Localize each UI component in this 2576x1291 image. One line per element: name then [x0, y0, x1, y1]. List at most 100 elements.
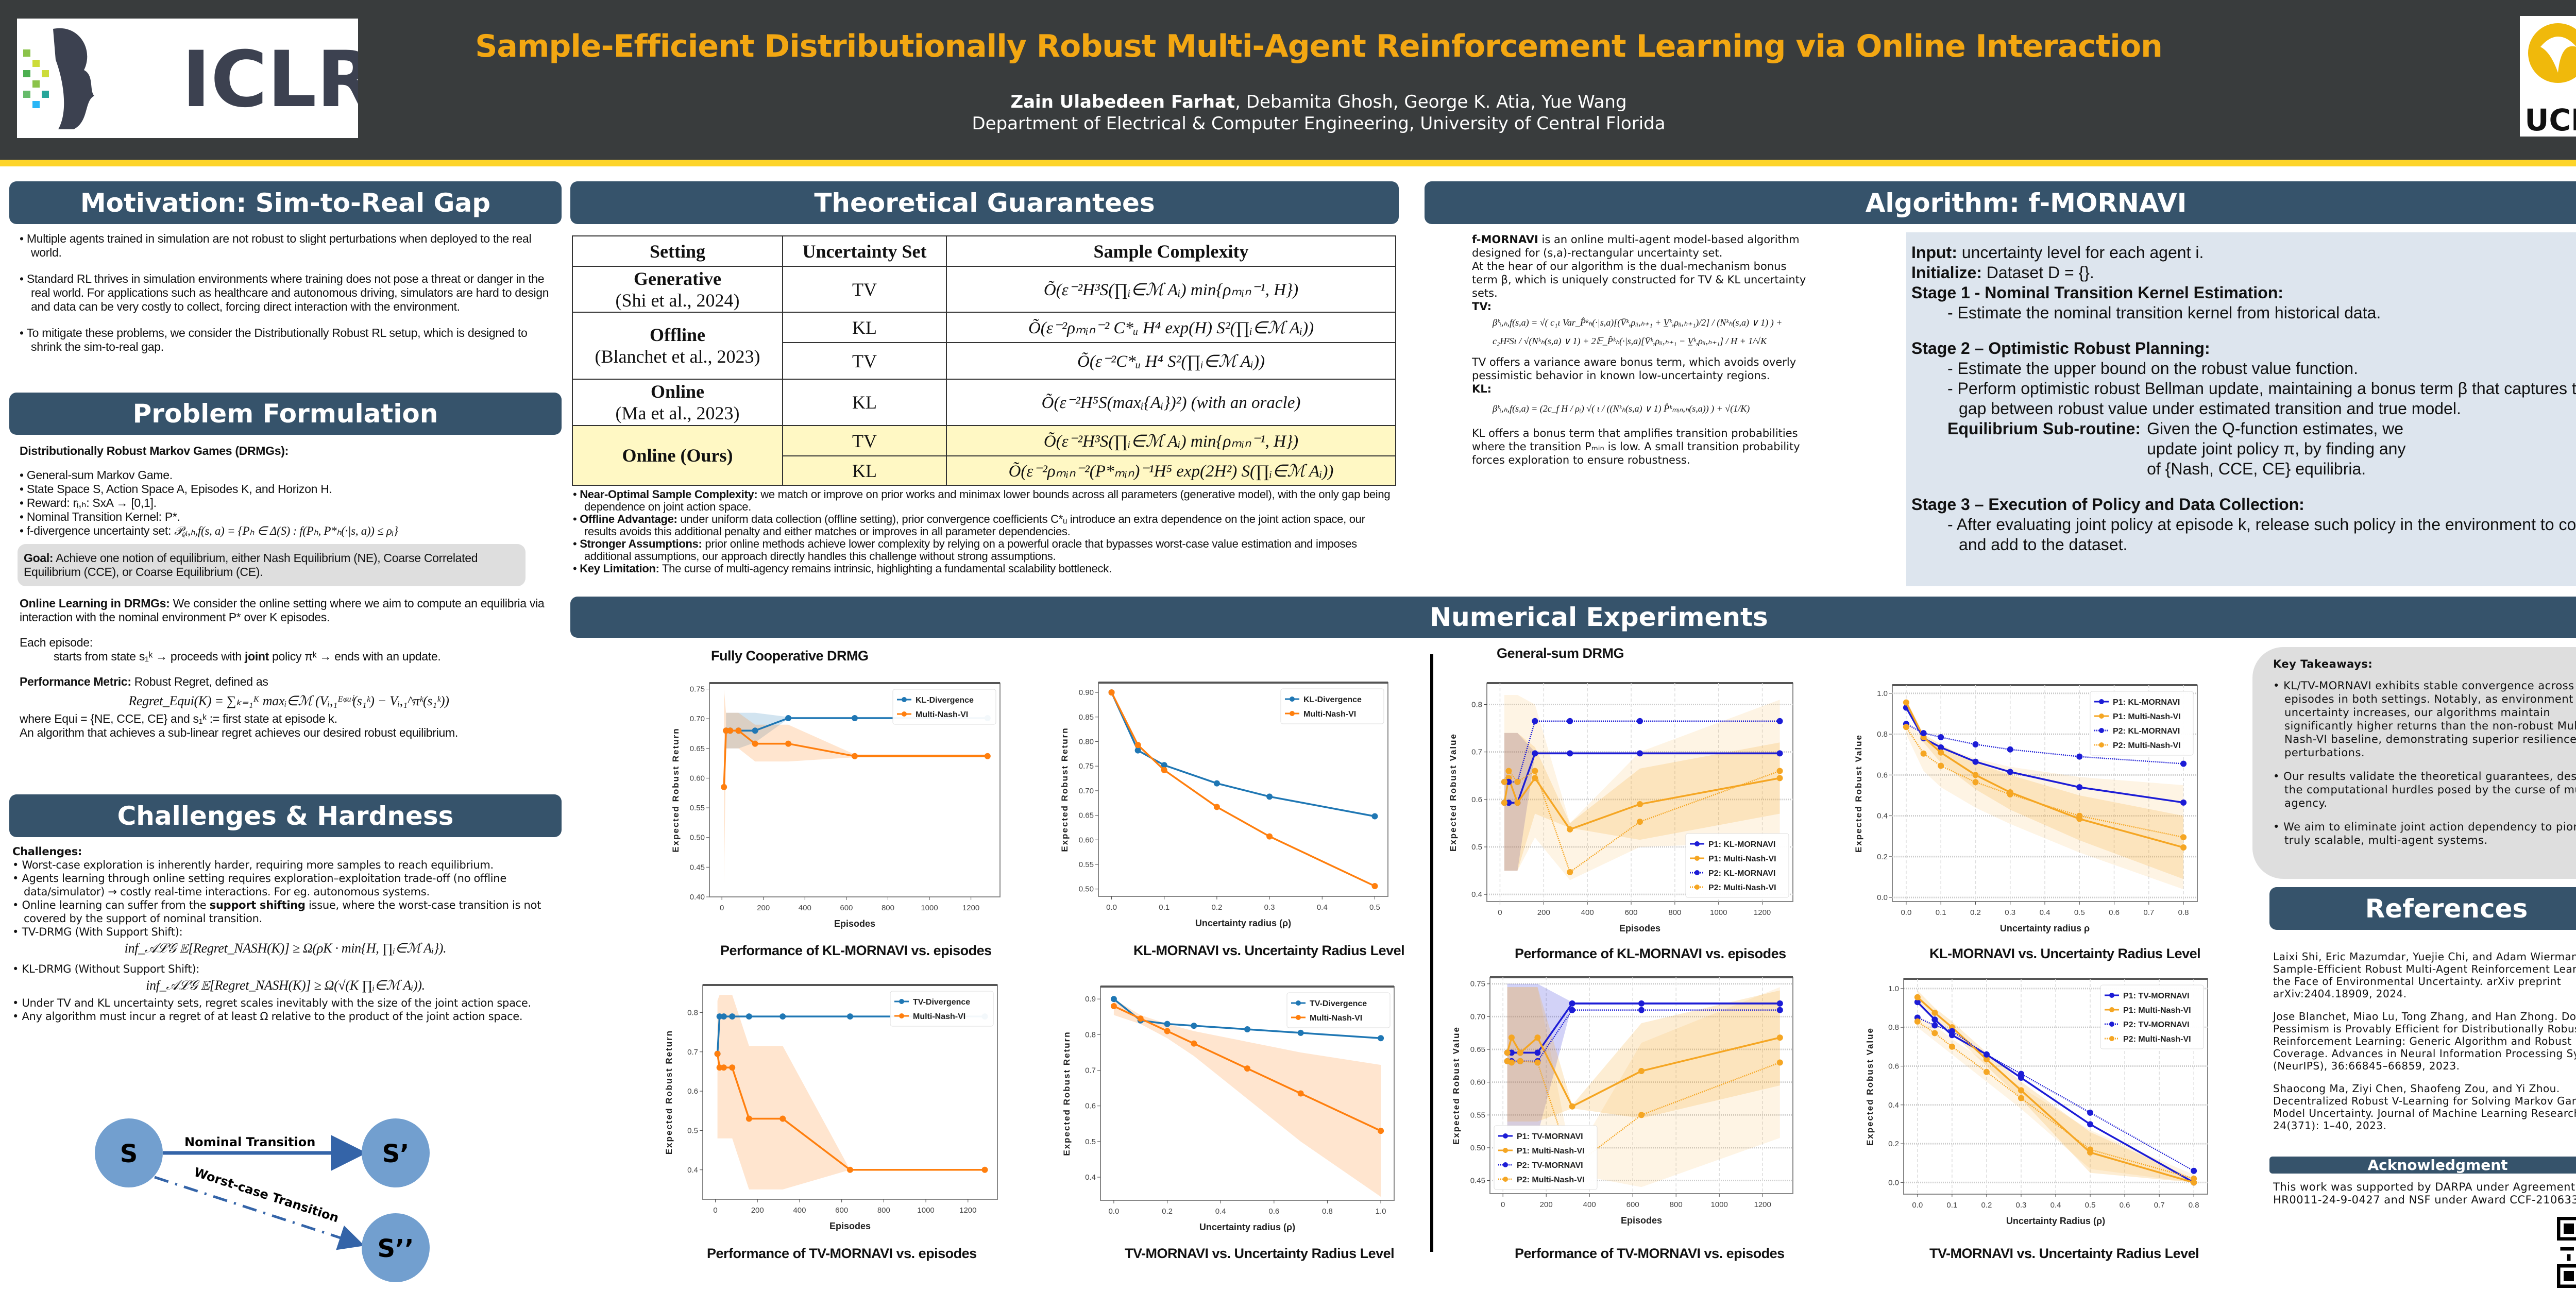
legend-label: P1: KL-MORNAVI	[1708, 840, 1775, 849]
regret-formula: Regret_Equi(K) = ∑ₖ₌₁ᴷ maxᵢ∈ℳ (Vᵢ,₁ᴱᵠᵘⁱ(…	[128, 693, 449, 708]
poster-header	[0, 0, 2576, 160]
chart-tv-episodes-general: 0.45 0.50 0.55 0.60 0.65 0.70 0.75 0 200 400 600 80…	[1444, 972, 1798, 1235]
challenge-bullet: • Under TV and KL uncertainty sets, regr…	[12, 997, 531, 1009]
complexity-cell: Õ(ε⁻²H⁵S(maxᵢ{Aᵢ})²) (with an oracle)	[946, 379, 1396, 426]
uncertainty-cell: TV	[782, 425, 947, 456]
legend-label: Multi-Nash-VI	[916, 710, 968, 719]
legend-label: P1: Multi-Nash-VI	[2113, 712, 2181, 721]
setting-cell: Online (Ours)	[572, 425, 783, 486]
data-point	[1517, 1058, 1523, 1064]
legend-box	[1494, 1125, 1598, 1190]
chart-caption: Performance of KL-MORNAVI vs. episodes	[1515, 946, 1786, 961]
x-tick-label: 0.1	[1946, 1201, 1957, 1210]
data-point	[2007, 769, 2013, 775]
legend-label: TV-Divergence	[1310, 999, 1367, 1008]
data-point	[1567, 869, 1573, 875]
data-point	[1509, 1049, 1515, 1056]
y-tick-label: 0.4	[687, 1166, 698, 1175]
problem-body: Distributionally Robust Markov Games (DR…	[18, 444, 558, 740]
legend-marker	[1503, 1133, 1508, 1139]
data-point	[1532, 750, 1538, 757]
data-point	[1534, 1059, 1541, 1066]
qr-code[interactable]	[2557, 1217, 2576, 1288]
x-tick-label: 0.4	[2050, 1201, 2061, 1210]
drmg-title: Distributionally Robust Markov Games (DR…	[20, 444, 289, 457]
iclr-logo: ICLR	[17, 19, 376, 138]
x-tick-label: 0.6	[1268, 1207, 1279, 1216]
legend-marker	[1296, 1015, 1301, 1020]
data-point	[2076, 753, 2083, 760]
legend-label: P2: KL-MORNAVI	[1708, 869, 1775, 878]
chart-legend: TV-Divergence Multi-Nash-VI	[890, 991, 994, 1027]
chart-legend: P1: TV-MORNAVI P1: Multi-Nash-VI P2: TV-MO…	[2100, 984, 2204, 1049]
data-point	[1505, 778, 1512, 785]
legend-label: P2: KL-MORNAVI	[2113, 727, 2180, 736]
data-point	[1501, 778, 1507, 785]
complexity-cell: Õ(ε⁻²C*ᵤ H⁴ S²(∏ᵢ∈ℳ Aᵢ))	[946, 342, 1396, 380]
legend-box	[1280, 688, 1384, 724]
legend-label: KL-Divergence	[1303, 695, 1362, 704]
y-tick-label: 0.70	[690, 715, 705, 723]
online-learning: Online Learning in DRMGs: We consider th…	[20, 597, 545, 624]
legend-marker	[1694, 870, 1700, 875]
reference-item: Laixi Shi, Eric Mazumdar, Yuejie Chi, an…	[2273, 950, 2576, 1000]
cooperative-title: Fully Cooperative DRMG	[711, 648, 869, 664]
data-point	[1297, 1090, 1304, 1097]
legend-marker	[2099, 742, 2104, 748]
x-tick-label: 400	[793, 1206, 806, 1215]
takeaway-bullet: • Our results validate the theoretical g…	[2273, 770, 2576, 809]
x-tick-label: 200	[1540, 1200, 1553, 1209]
chart-kl-radius-general: 0.0 0.2 0.4 0.6 0.8 1.0 0.0 0.1 0.2 0.3 0.4 0.5 0.6 0…	[1846, 680, 2202, 943]
reference-item: Shaocong Ma, Ziyi Chen, Shaofeng Zou, an…	[2273, 1082, 2576, 1132]
data-point	[1948, 1043, 1955, 1050]
x-tick-label: 0.7	[2143, 908, 2154, 917]
y-tick-label: 0.6	[1877, 771, 1888, 779]
worst-case-arrow	[154, 1176, 365, 1250]
data-point	[729, 1064, 736, 1071]
section-divider	[1430, 654, 1433, 1252]
motivation-bullets: • Multiple agents trained in simulation …	[20, 232, 555, 354]
y-axis-label: Expected Robust Return	[664, 1030, 674, 1154]
legend-label: P2: TV-MORNAVI	[1517, 1161, 1583, 1170]
first-author: Zain Ulabedeen Farhat	[1010, 92, 1235, 112]
data-point	[1505, 800, 1512, 806]
legend-marker	[1503, 1162, 1508, 1167]
data-point	[2018, 1095, 2024, 1101]
challenge-bullet: • Worst-case exploration is inherently h…	[12, 859, 494, 871]
legend-marker	[1296, 1000, 1301, 1006]
confidence-band	[724, 689, 988, 885]
kl-lower-bound: inf_𝒜ℒ𝒢 𝔼[Regret_NASH(K)] ≥ Ω(√(K ∏ᵢ∈ℳ A…	[146, 978, 425, 993]
y-tick-label: 0.4	[1877, 812, 1888, 821]
x-tick-label: 0.8	[2189, 1201, 2199, 1210]
data-point	[1983, 1068, 1990, 1075]
iclr-logo-text: ICLR	[182, 35, 358, 125]
series-line	[1110, 692, 1376, 887]
tv-lower-bound: inf_𝒜ℒ𝒢 𝔼[Regret_NASH(K)] ≥ Ω(ρK · min{H…	[124, 941, 447, 956]
x-axis-label: Episodes	[834, 919, 875, 929]
x-tick-label: 0.4	[2040, 908, 2050, 917]
y-tick-label: 0.0	[1888, 1178, 1899, 1187]
legend-label: KL-Divergence	[916, 696, 974, 705]
y-tick-label: 1.0	[1888, 984, 1899, 993]
y-tick-label: 0.8	[687, 1008, 698, 1017]
state-s-prime-label: S’	[382, 1140, 410, 1168]
complexity-cell: Õ(ε⁻²H³S(∏ᵢ∈ℳ Aᵢ) min{ρₘᵢₙ⁻¹, H})	[946, 266, 1396, 313]
acknowledgment-text: This work was supported by DARPA under A…	[2273, 1181, 2576, 1206]
x-tick-label: 400	[799, 904, 811, 912]
legend-marker	[1503, 1148, 1508, 1153]
x-tick-label: 0.4	[1317, 903, 1328, 912]
legend-marker	[2099, 728, 2104, 733]
x-tick-label: 0.0	[1108, 1207, 1119, 1216]
data-point	[1371, 882, 1378, 889]
x-tick-label: 0.6	[2109, 908, 2120, 917]
theory-bullet: • Offline Advantage: under uniform data …	[573, 513, 1365, 538]
x-tick-label: 0.5	[1369, 903, 1380, 912]
data-point	[1164, 1028, 1171, 1034]
y-tick-label: 0.75	[1470, 980, 1485, 989]
data-point	[1972, 779, 1979, 786]
x-tick-label: 600	[835, 1206, 848, 1215]
theory-header: Theoretical Guarantees	[570, 181, 1399, 224]
x-tick-label: 0.3	[2005, 908, 2015, 917]
y-tick-label: 0.2	[1877, 853, 1888, 861]
motivation-bullet: • To mitigate these problems, we conside…	[20, 326, 528, 353]
